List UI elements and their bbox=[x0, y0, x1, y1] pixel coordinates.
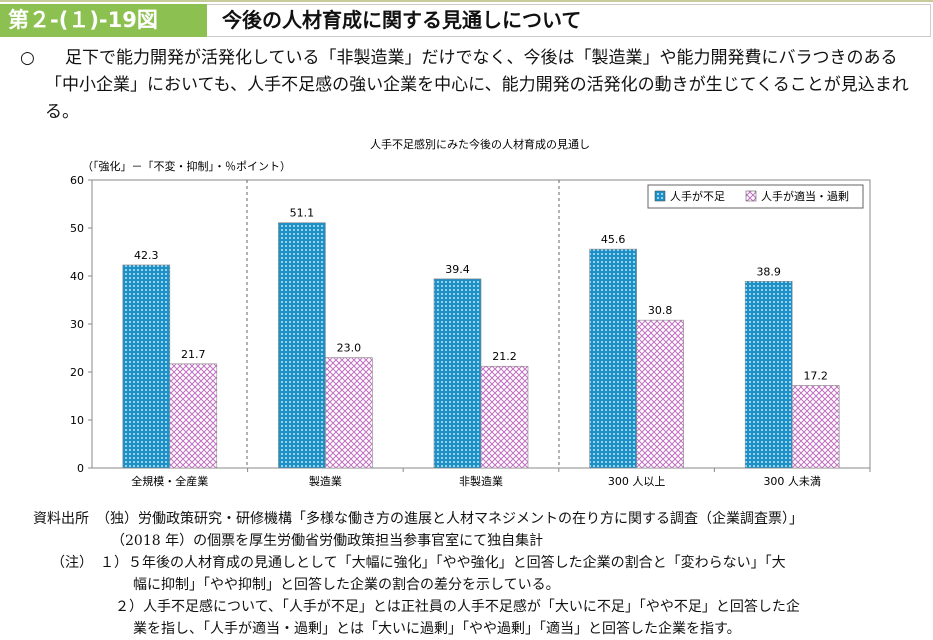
data-label: 45.6 bbox=[601, 233, 626, 246]
bar-shortage bbox=[278, 222, 326, 469]
legend-swatch-shortage bbox=[654, 190, 666, 202]
note-label: （注） bbox=[51, 555, 86, 571]
source-label: 資料出所 bbox=[33, 511, 89, 527]
y-axis-label: （「強化」－「不変・抑制」・％ポイント） bbox=[82, 159, 291, 173]
x-tick-label: 300 人未満 bbox=[763, 475, 821, 488]
note2-line2: 業を指し、「人手が適当・過剰」とは「大いに過剰」「やや過剰」「適当」と回答した企… bbox=[133, 621, 741, 637]
data-label: 39.4 bbox=[445, 263, 470, 276]
y-tick-label: 20 bbox=[70, 366, 84, 379]
y-tick-label: 60 bbox=[70, 174, 84, 187]
lead-text: 足下で能力開発が活発化している「非製造業」だけでなく、今後は「製造業」や能力開発… bbox=[45, 48, 909, 122]
y-tick-label: 0 bbox=[77, 462, 84, 475]
data-label: 42.3 bbox=[134, 249, 159, 262]
bar-shortage bbox=[433, 278, 482, 469]
legend-swatch-adequate bbox=[745, 190, 757, 202]
bar-chart: 人手不足感別にみた今後の人材育成の見通し （「強化」－「不変・抑制」・％ポイント… bbox=[70, 137, 871, 488]
x-tick-label: 全規模・全産業 bbox=[131, 474, 208, 488]
figure-header: 第２-(１)-19図 今後の人材育成に関する見通しについて bbox=[0, 0, 933, 37]
x-tick-label: 非製造業 bbox=[459, 474, 503, 488]
notes: 資料出所 （独）労働政策研究・研修機構「多様な働き方の進展と人材マネジメントの在… bbox=[33, 508, 803, 640]
data-label: 30.8 bbox=[648, 304, 673, 317]
data-label: 21.2 bbox=[492, 350, 517, 363]
data-label: 51.1 bbox=[290, 207, 315, 220]
data-label: 23.0 bbox=[337, 342, 362, 355]
bar-adequate bbox=[636, 319, 684, 469]
legend: 人手が不足 人手が適当・過剰 bbox=[647, 184, 864, 209]
note1-line1: １）５年後の人材育成の見通しとして「大幅に強化」「やや強化」と回答した企業の割合… bbox=[100, 555, 786, 571]
legend-label-adequate: 人手が適当・過剰 bbox=[761, 189, 849, 203]
y-tick-label: 50 bbox=[70, 222, 84, 235]
figure-title: 今後の人材育成に関する見通しについて bbox=[207, 4, 931, 37]
source-line1: （独）労働政策研究・研修機構「多様な働き方の進展と人材マネジメントの在り方に関す… bbox=[103, 511, 803, 527]
data-label: 38.9 bbox=[756, 265, 781, 278]
lead-paragraph: ○ 足下で能力開発が活発化している「非製造業」だけでなく、今後は「製造業」や能力… bbox=[20, 45, 920, 126]
y-tick-label: 10 bbox=[70, 414, 84, 427]
figure-number: 第２-(１)-19図 bbox=[0, 4, 207, 37]
bullet-icon: ○ bbox=[20, 48, 35, 68]
x-tick-label: 製造業 bbox=[309, 474, 342, 488]
bar-shortage bbox=[744, 280, 793, 469]
bar-adequate bbox=[169, 363, 218, 469]
source-line2: （2018 年）の個票を厚生労働省労働政策担当参事官室にて独自集計 bbox=[111, 533, 544, 549]
y-tick-label: 30 bbox=[70, 318, 84, 331]
bar-shortage bbox=[122, 264, 171, 469]
x-tick-label: 300 人以上 bbox=[608, 475, 666, 488]
data-label: 21.7 bbox=[181, 348, 206, 361]
data-label: 17.2 bbox=[803, 369, 828, 382]
legend-label-shortage: 人手が不足 bbox=[670, 189, 725, 203]
bar-adequate bbox=[791, 385, 840, 469]
note2-line1: ２）人手不足感について、「人手が不足」とは正社員の人手不足感が「大いに不足」「や… bbox=[115, 599, 800, 615]
bar-adequate bbox=[325, 357, 373, 469]
bar-shortage bbox=[589, 248, 637, 469]
note1-line2: 幅に抑制」「やや抑制」と回答した企業の割合の差分を示している。 bbox=[133, 577, 560, 593]
chart-title: 人手不足感別にみた今後の人材育成の見通し bbox=[370, 137, 590, 151]
y-tick-label: 40 bbox=[70, 270, 84, 283]
bar-adequate bbox=[480, 365, 529, 469]
